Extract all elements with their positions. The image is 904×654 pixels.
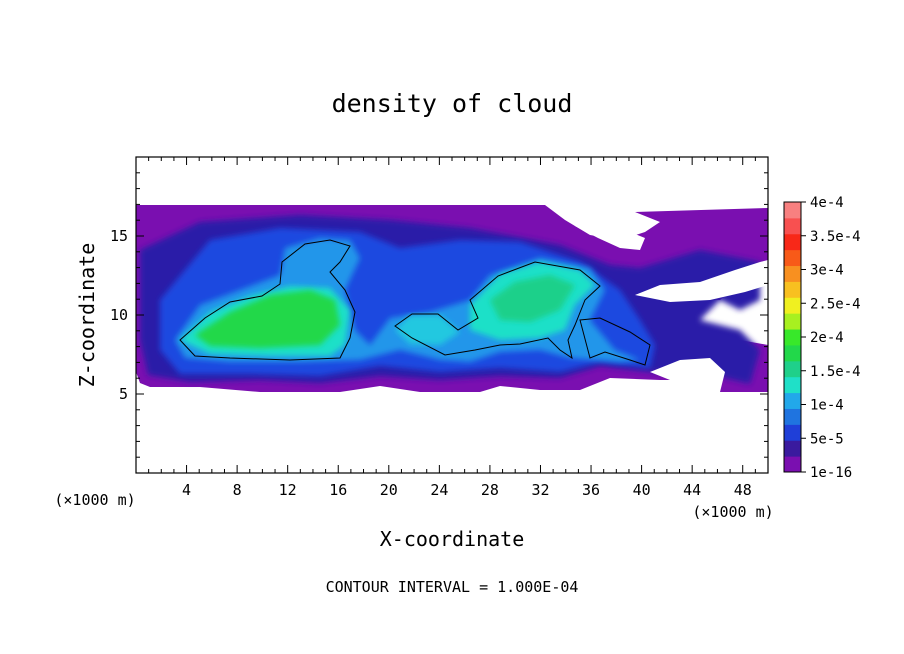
colorbar-swatch <box>784 376 801 394</box>
x-tick-label: 16 <box>329 481 347 499</box>
contour-line-small <box>579 317 651 366</box>
x-tick-label: 28 <box>481 481 499 499</box>
colorbar-label: 1e-16 <box>810 465 852 481</box>
colorbar-swatch <box>784 456 801 473</box>
y-tick-label: 10 <box>110 306 128 324</box>
colorbar-swatch <box>784 249 801 267</box>
clear-air-gap-3 <box>650 358 725 392</box>
x-tick-label: 4 <box>182 481 191 499</box>
contour-line-right <box>394 261 601 360</box>
x-tick-label: 24 <box>430 481 448 499</box>
colorbar-label: 2.5e-4 <box>810 296 861 312</box>
contour-interval-footer: CONTOUR INTERVAL = 1.000E-04 <box>326 578 579 596</box>
x-axis-label: X-coordinate <box>380 527 525 551</box>
colorbar-swatch <box>784 217 801 235</box>
x-unit-right: (×1000 m) <box>692 503 773 521</box>
x-tick-label: 40 <box>633 481 651 499</box>
colorbar: 1e-16 5e-5 1e-4 1.5e-4 2e-4 2.5e-4 3e-4 3.5e-4 4… <box>783 195 861 481</box>
colorbar-swatch <box>784 313 801 330</box>
x-tick-label: 44 <box>683 481 701 499</box>
y-tick-label: 5 <box>119 385 128 403</box>
colorbar-swatch <box>784 202 801 219</box>
colorbar-label: 1e-4 <box>810 398 844 414</box>
cloud-peak-left <box>195 290 340 348</box>
x-tick-label: 20 <box>380 481 398 499</box>
clear-air-gap-1 <box>565 210 645 250</box>
colorbar-label: 5e-5 <box>810 431 844 447</box>
x-tick-label: 36 <box>582 481 600 499</box>
colorbar-swatch <box>784 344 801 362</box>
cloud-peak-right <box>490 275 575 322</box>
colorbar-swatch <box>784 265 801 282</box>
x-tick-label: 32 <box>531 481 549 499</box>
colorbar-swatch <box>784 297 801 314</box>
colorbar-swatch <box>784 281 801 298</box>
x-tick-label: 48 <box>734 481 752 499</box>
colorbar-swatch <box>784 440 801 457</box>
chart-title: density of cloud <box>332 89 573 118</box>
colorbar-swatch <box>784 424 801 441</box>
x-axis: 4 8 12 16 20 24 28 32 36 40 44 48 <box>148 157 756 499</box>
colorbar-label: 3e-4 <box>810 263 844 279</box>
colorbar-swatch <box>784 329 801 346</box>
heatmap-field <box>136 205 768 392</box>
contour-line-left <box>179 239 356 361</box>
y-axis: 5 10 15 <box>110 172 768 458</box>
colorbar-swatch <box>784 392 801 409</box>
colorbar-swatch <box>784 360 801 378</box>
colorbar-label: 2e-4 <box>810 330 844 346</box>
x-tick-label: 12 <box>279 481 297 499</box>
colorbar-swatch <box>784 233 801 251</box>
colorbar-swatch <box>784 408 801 425</box>
colorbar-label: 4e-4 <box>810 195 844 211</box>
colorbar-label: 3.5e-4 <box>810 229 861 245</box>
x-unit-left: (×1000 m) <box>54 491 135 509</box>
x-tick-label: 8 <box>233 481 242 499</box>
y-axis-label: Z-coordinate <box>75 243 99 388</box>
y-tick-label: 15 <box>110 227 128 245</box>
colorbar-label: 1.5e-4 <box>810 364 861 380</box>
clear-air-gap-2 <box>635 260 768 302</box>
